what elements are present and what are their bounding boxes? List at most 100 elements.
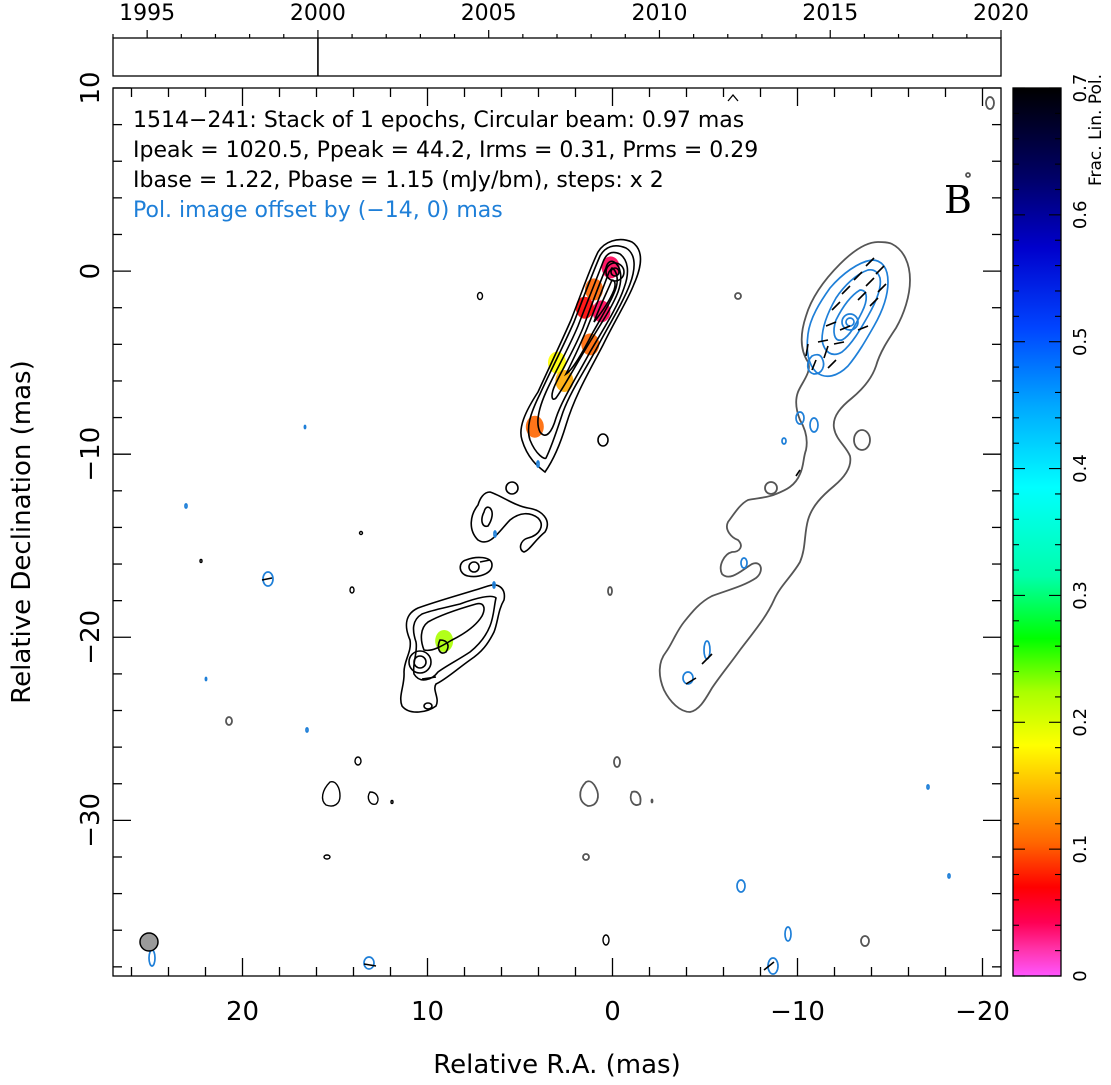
contour-core (610, 267, 620, 277)
offset-intensity-contours (225, 96, 995, 947)
colorbar-tick-label: 0.4 (1070, 454, 1091, 483)
evpa-tick (857, 291, 867, 301)
contour-blob (413, 655, 427, 669)
contour (420, 602, 485, 652)
evpa-ticks (261, 257, 887, 971)
y-tick-labels: 10 0 −10 −20 −30 (76, 71, 106, 847)
x-tick-label: −10 (770, 997, 825, 1027)
evpa-tick (853, 271, 863, 281)
colorbar-frame (1012, 87, 1062, 977)
offset-contour-blob (853, 429, 871, 451)
y-axis-label: Relative Declination (mas) (7, 360, 37, 703)
evpa-tick (869, 297, 879, 307)
pol-contour (833, 289, 868, 342)
offset-contour-blob (607, 586, 613, 596)
y-tick-label: −20 (76, 610, 106, 665)
contour (593, 279, 616, 323)
offset-contour-outer (658, 241, 911, 713)
total-intensity-contours (399, 238, 642, 713)
plot-frame (112, 87, 1002, 977)
pol-contour (795, 411, 805, 425)
evpa-tick (831, 301, 841, 311)
contour (537, 251, 629, 436)
x-tick-label: 0 (604, 997, 621, 1027)
evpa-tick (701, 653, 713, 665)
x-tick-label: −20 (955, 997, 1010, 1027)
timeline-year-label: 2000 (290, 1, 346, 26)
evpa-tick (857, 325, 869, 331)
offset-contour-blob (764, 481, 778, 495)
pol-contour (821, 268, 882, 356)
contour-blob (437, 639, 449, 654)
header-line-3: Ibase = 1.22, Pbase = 1.15 (mJy/bm), ste… (133, 168, 664, 193)
evpa-tick (763, 961, 775, 971)
x-tick-label: 10 (411, 997, 444, 1027)
caret-mark (727, 93, 739, 102)
pol-contour (204, 676, 208, 682)
offset-contour-blob (582, 853, 590, 861)
timeline-year-label: 2020 (973, 1, 1029, 26)
pol-contour (740, 557, 748, 569)
offset-contour-blob (734, 292, 742, 300)
pol-contour (493, 530, 497, 538)
colorbar-tick-label: 0.7 (1070, 74, 1091, 103)
noise-contour (476, 291, 484, 301)
x-tick-label: 20 (226, 997, 259, 1027)
pol-contour (947, 873, 951, 879)
evpa-tick (877, 283, 887, 293)
pol-contour (492, 581, 496, 589)
pol-contour (148, 949, 156, 967)
noise-contour (321, 781, 341, 807)
axis-ticks (113, 87, 1001, 976)
evpa-tick (795, 469, 801, 477)
evpa-tick (805, 343, 809, 357)
contour-blob (408, 650, 432, 674)
y-tick-label: 0 (76, 263, 106, 280)
offset-contour-blob (985, 96, 995, 110)
offset-contour-blob (579, 780, 599, 807)
evpa-tick (479, 559, 491, 563)
evpa-tick (875, 265, 885, 275)
offset-contour-blob (965, 172, 971, 178)
offset-contour-blob (860, 935, 870, 947)
pol-contour (841, 313, 859, 331)
offset-contour-blob (225, 716, 233, 726)
evpa-tick (421, 676, 437, 680)
noise-contour (390, 799, 394, 805)
evpa-tick (363, 963, 377, 967)
pol-contour (784, 926, 792, 942)
evpa-tick (841, 285, 851, 295)
contour-blob (505, 481, 519, 495)
offset-contour-blob (629, 790, 642, 806)
colorbar-tick-label: 0.2 (1070, 708, 1091, 737)
x-axis-label: Relative R.A. (mas) (433, 1050, 680, 1080)
pol-contour (809, 417, 819, 433)
noise-contour (323, 854, 331, 860)
evpa-tick (685, 677, 697, 685)
timeline-labels: 1995 2000 2005 2010 2015 2020 (119, 1, 1029, 26)
colorbar-tick-label: 0.3 (1070, 581, 1091, 610)
timeline-year-label: 2015 (802, 1, 858, 26)
panel-letter: B (944, 178, 972, 222)
pol-contour (682, 671, 694, 685)
contour-blob (597, 433, 609, 447)
evpa-tick (261, 577, 273, 581)
contour-lower-jet (399, 584, 506, 713)
contour-blob (423, 702, 433, 710)
map-content (139, 93, 995, 975)
noise-contour (349, 586, 355, 594)
noise-contour (367, 791, 379, 805)
timeline-frame (112, 37, 1002, 77)
colorbar-tick-labels: 0 0.1 0.2 0.3 0.4 0.5 0.6 0.7 (1070, 74, 1091, 982)
contour-core (605, 262, 625, 282)
beam-ellipse (139, 932, 159, 952)
pol-contour (303, 424, 307, 430)
timeline-year-label: 1995 (119, 1, 175, 26)
contour-blob (468, 561, 480, 573)
header-line-1: 1514−241: Stack of 1 epochs, Circular be… (133, 108, 744, 133)
pol-contour (536, 460, 540, 468)
contour-knot (481, 506, 493, 528)
timeline-ticks (112, 30, 1002, 38)
pol-contour (305, 727, 309, 733)
pol-contour (184, 503, 188, 509)
